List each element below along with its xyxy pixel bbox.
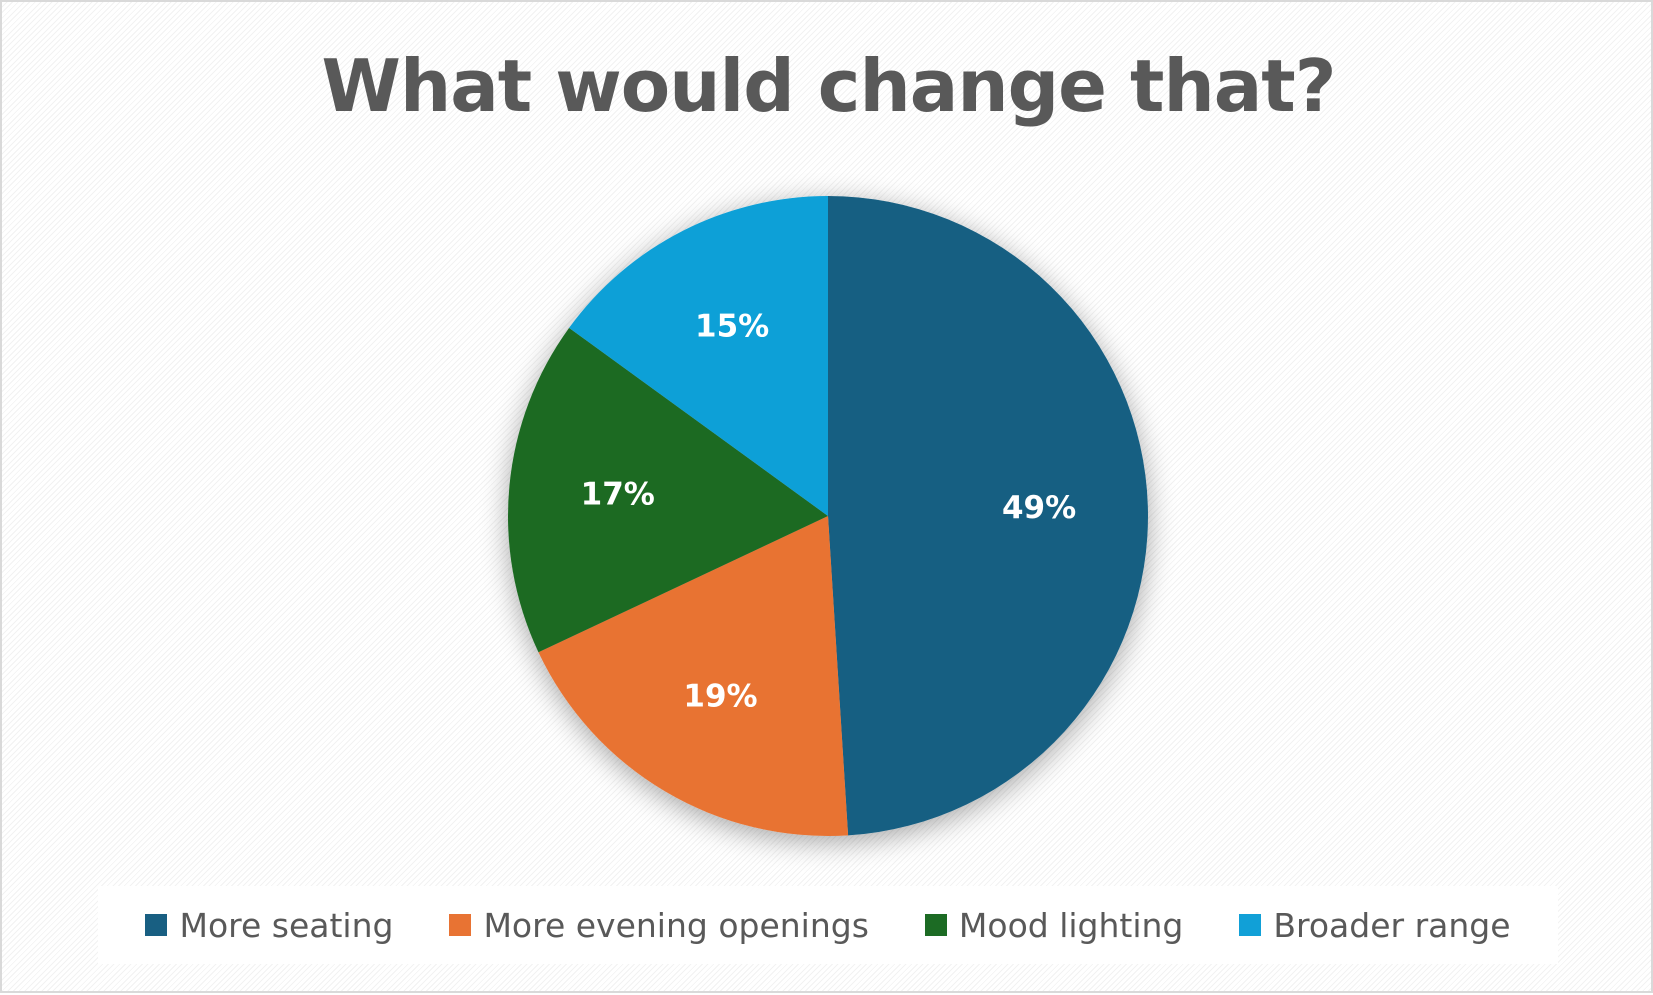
chart-title: What would change that? xyxy=(321,44,1337,128)
legend-label: More seating xyxy=(179,905,394,945)
data-label-more-evening-openings: 19% xyxy=(683,678,757,714)
pie-slice-broader-range xyxy=(569,196,828,516)
legend-swatch-more-evening-openings xyxy=(449,914,472,936)
legend-label: Broader range xyxy=(1273,905,1511,945)
pie-slice-more-seating xyxy=(828,196,1148,836)
pie-slices xyxy=(508,196,1148,836)
legend-label: More evening openings xyxy=(483,905,869,945)
pie-slice-labels: 49% 19% 17% 15% xyxy=(581,308,1077,714)
legend-item-mood-lighting: Mood lighting xyxy=(924,905,1184,945)
data-label-broader-range: 15% xyxy=(695,308,769,344)
legend-swatch-broader-range xyxy=(1239,914,1262,936)
pie-slice-mood-lighting xyxy=(508,327,828,653)
data-label-more-seating: 49% xyxy=(1002,490,1076,526)
legend-item-more-seating: More seating xyxy=(145,906,393,945)
legend: More seating More evening openings Mood … xyxy=(98,886,1558,964)
legend-swatch-more-seating xyxy=(145,914,168,936)
data-label-mood-lighting: 17% xyxy=(581,477,655,513)
legend-label: Mood lighting xyxy=(958,905,1184,945)
legend-swatch-mood-lighting xyxy=(924,914,947,936)
legend-item-more-evening-openings: More evening openings xyxy=(449,905,869,945)
pie-slice-more-evening-openings xyxy=(538,516,849,836)
legend-item-broader-range: Broader range xyxy=(1239,905,1511,945)
